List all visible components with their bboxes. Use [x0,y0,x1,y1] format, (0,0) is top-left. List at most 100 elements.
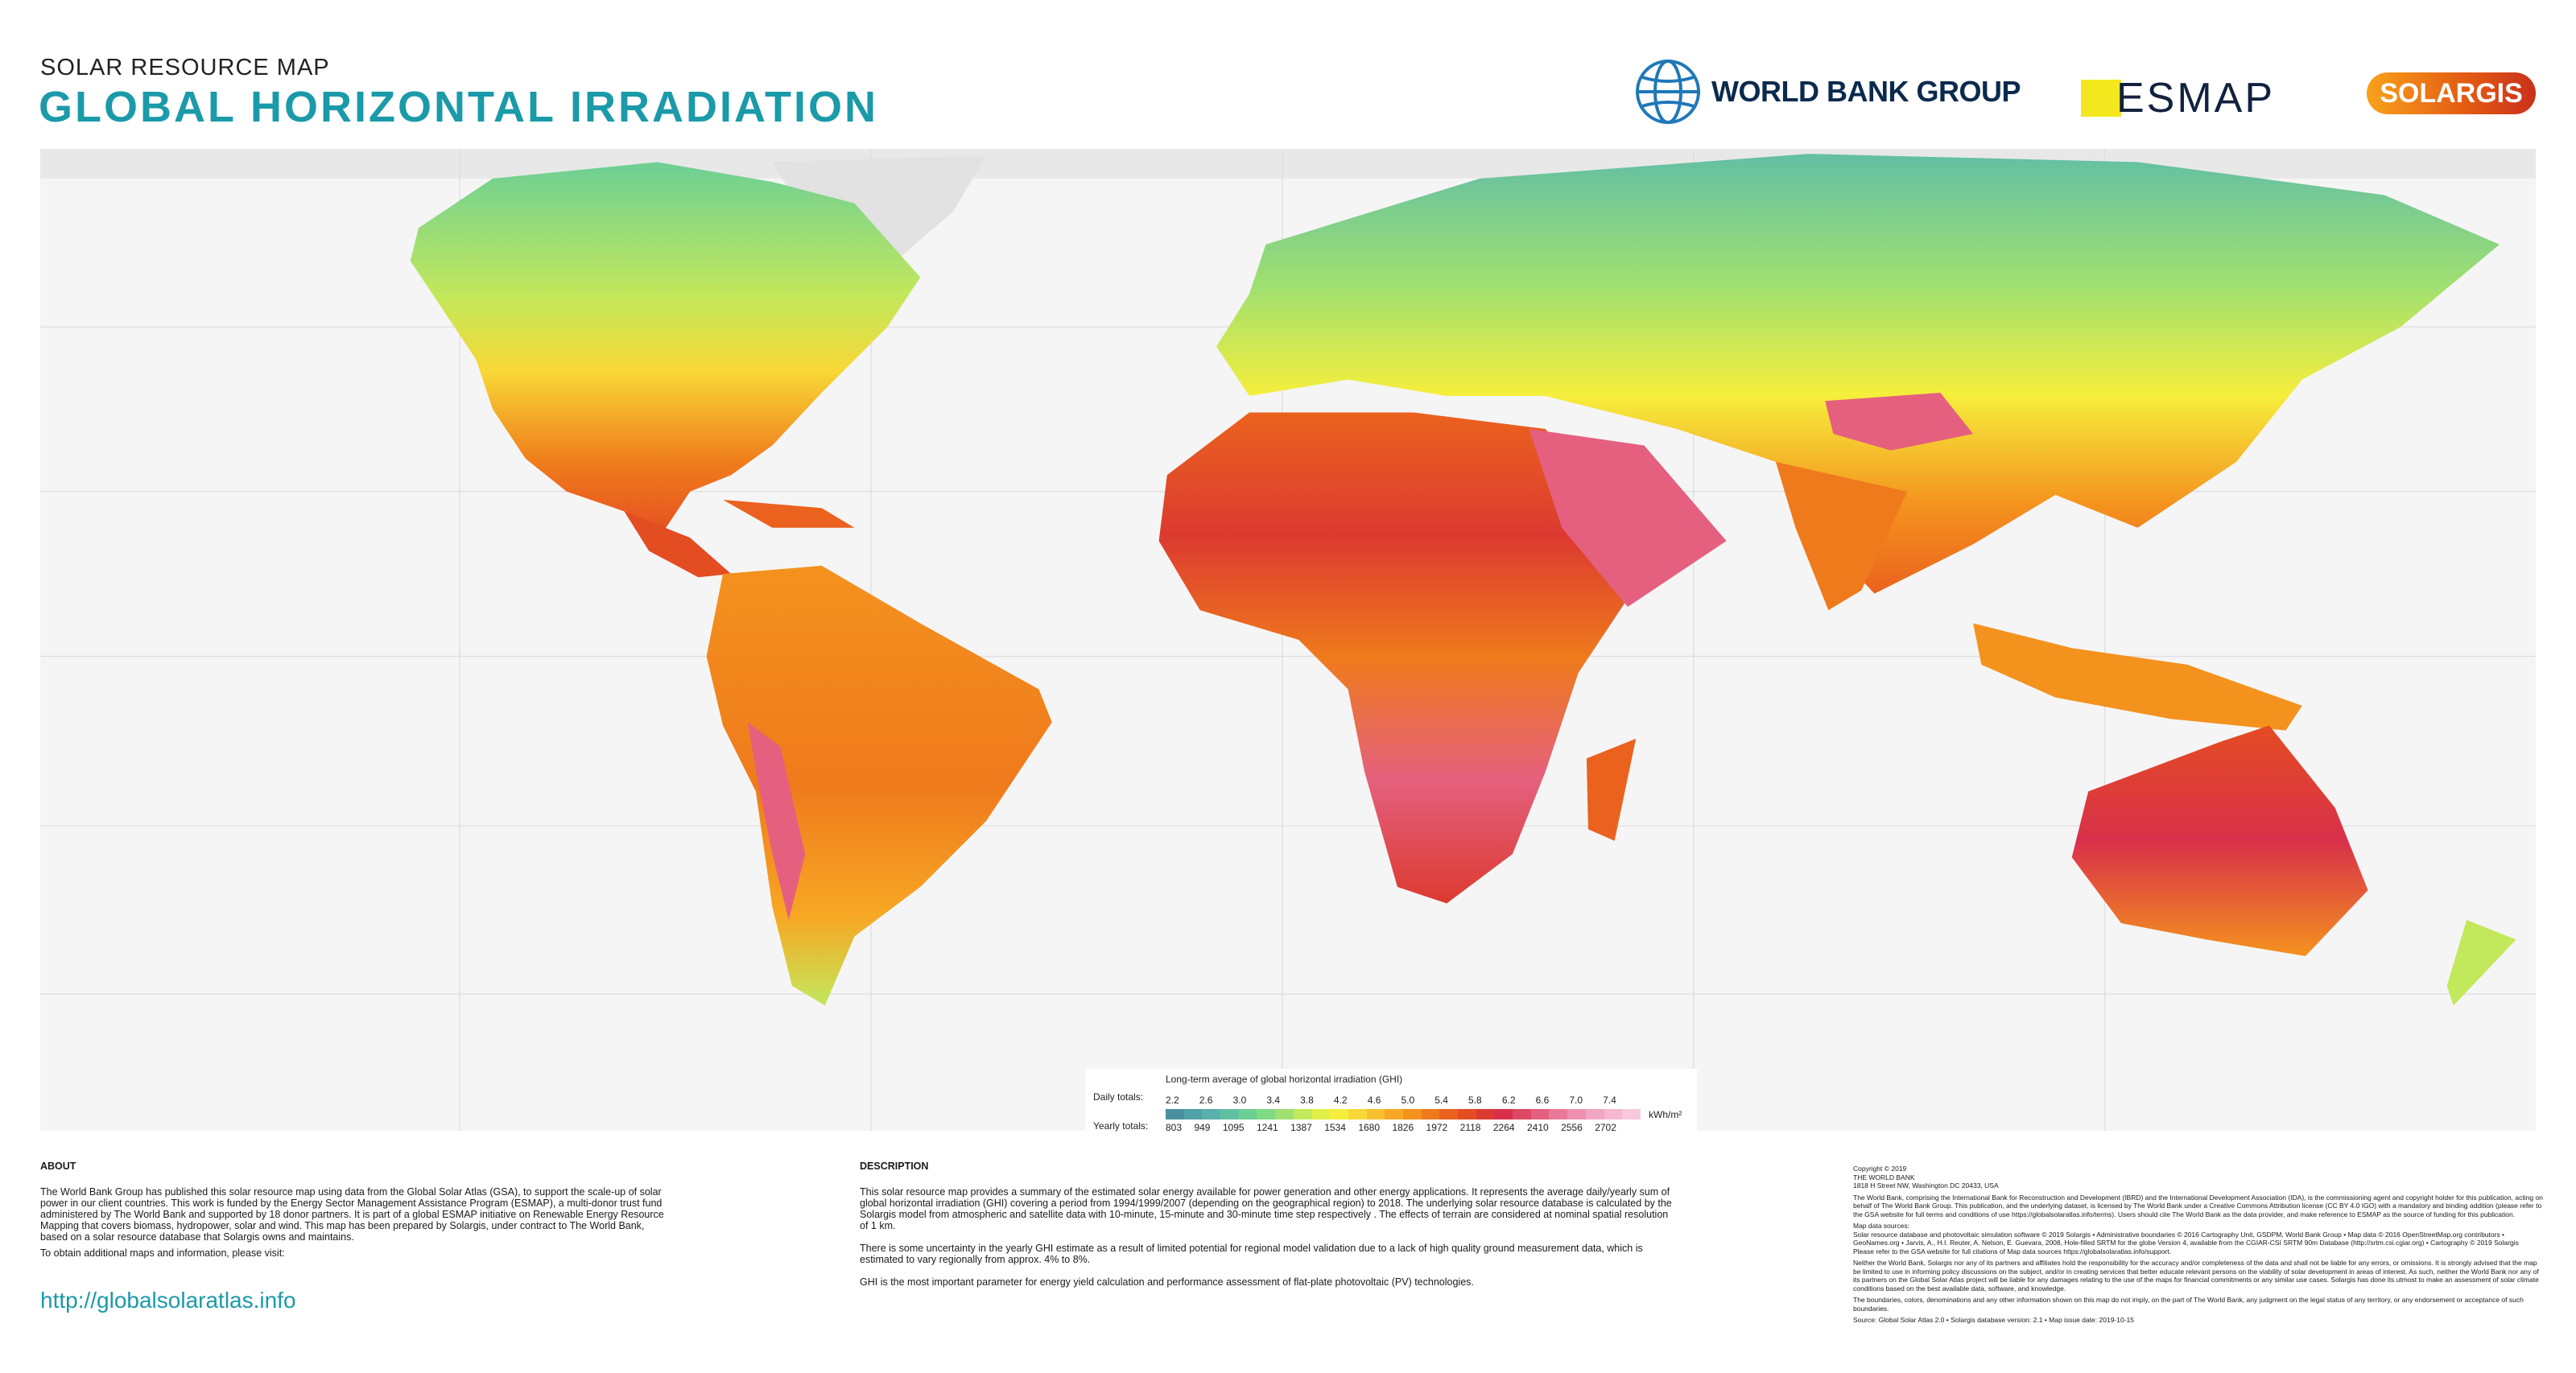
legend-unit: kWh/m² [1649,1109,1682,1120]
boundaries-note: The boundaries, colors, denominations an… [1853,1296,2524,1313]
yearly-tick-label: 2118 [1459,1122,1481,1133]
globe-icon [1636,60,1700,124]
daily-tick-label: 4.6 [1367,1095,1381,1106]
daily-tick-label: 6.2 [1501,1095,1516,1106]
daily-tick-label: 3.0 [1232,1095,1247,1106]
legend-swatch [1293,1109,1312,1119]
madagascar [1586,738,1637,841]
description-p1: This solar resource map provides a summa… [860,1186,1672,1231]
legend-swatch [1348,1109,1367,1119]
legend-swatch [1604,1109,1623,1119]
map-sources: Solar resource database and photovoltaic… [1853,1230,2519,1247]
esmap-wordmark: ESMAP [2116,75,2276,122]
yearly-tick-label: 2264 [1492,1122,1515,1133]
legend-swatch [1238,1109,1257,1119]
yearly-tick-label: 1095 [1222,1122,1245,1133]
legend-daily-ticks: 2.2 2.6 3.0 3.4 3.8 4.2 4.6 5.0 5.4 5.8 6.2 6.6 7.0 7… [1166,1095,1616,1106]
yearly-tick-label: 2702 [1595,1122,1616,1133]
description-p2: There is some uncertainty in the yearly … [860,1243,1643,1265]
yearly-tick-label: 1534 [1324,1122,1346,1133]
legend-swatch [1585,1109,1604,1119]
daily-tick-label: 5.0 [1401,1095,1415,1106]
about-heading: ABOUT [40,1161,76,1172]
north-america [410,162,921,542]
yearly-tick-label: 1680 [1358,1122,1381,1133]
legend-swatch [1183,1109,1203,1119]
map-title: GLOBAL HORIZONTAL IRRADIATION [39,83,878,131]
disclaimer: Neither the World Bank, Solargis nor any… [1853,1259,2539,1293]
copyright-org: THE WORLD BANK [1853,1173,1915,1181]
ghi-legend: Long-term average of global horizontal i… [1085,1069,1697,1135]
legend-swatch [1439,1109,1458,1119]
yearly-tick-label: 1826 [1392,1122,1414,1133]
legend-swatch [1202,1109,1221,1119]
legend-swatch [1494,1109,1513,1119]
daily-tick-label: 7.4 [1603,1095,1616,1106]
yearly-tick-label: 803 [1166,1122,1183,1133]
world-bank-wordmark: WORLD BANK GROUP [1711,75,2021,108]
daily-tick-label: 3.8 [1300,1095,1314,1106]
legend-swatch [1366,1109,1385,1119]
copyright-address: 1818 H Street NW, Washington DC 20433, U… [1853,1181,1999,1190]
southeast-asia-islands [1973,623,2302,731]
new-zealand [2446,919,2516,1006]
map-subtitle: SOLAR RESOURCE MAP [40,55,330,80]
legend-swatch [1622,1109,1641,1119]
about-visit: To obtain additional maps and informatio… [40,1247,285,1259]
yearly-tick-label: 1241 [1256,1122,1278,1133]
legend-color-bar [1166,1109,1641,1119]
source-line: Source: Global Solar Atlas 2.0 • Solargi… [1853,1316,2134,1324]
yearly-tick-label: 949 [1194,1122,1211,1133]
legend-swatch [1458,1109,1476,1119]
world-bank-logo: WORLD BANK GROUP [1634,58,2021,126]
esmap-logo: ESMAP [2081,74,2275,122]
central-america [624,511,732,578]
daily-tick-label: 6.6 [1535,1095,1550,1106]
description-heading: DESCRIPTION [860,1161,929,1172]
legend-yearly-ticks: 803 949 1095 1241 1387 1534 1680 1826 1972 2118 22… [1166,1122,1616,1133]
tibet-plateau [1825,392,1974,451]
description-section: DESCRIPTION This solar resource map prov… [860,1161,1673,1299]
global-solar-atlas-link[interactable]: http://globalsolaratlas.info [40,1288,296,1313]
legend-swatch [1402,1109,1422,1119]
description-p3: GHI is the most important parameter for … [860,1276,1474,1288]
legend-swatch [1385,1109,1403,1119]
africa [1158,412,1645,904]
map-sources-title: Map data sources: [1853,1222,1909,1230]
legend-swatch [1567,1109,1586,1119]
about-body: The World Bank Group has published this … [40,1186,664,1243]
yearly-tick-label: 1972 [1426,1122,1448,1133]
greenland [772,155,987,262]
legend-swatch [1549,1109,1568,1119]
yearly-tick-label: 2556 [1561,1122,1583,1133]
daily-tick-label: 7.0 [1569,1095,1583,1106]
legend-swatch [1275,1109,1294,1119]
ghi-world-map [40,149,2536,1131]
solargis-wordmark: SOLARGIS [2380,77,2523,109]
legend-swatch [1476,1109,1495,1119]
caribbean [723,500,855,528]
legend-swatch [1311,1109,1331,1119]
copyright-section: Copyright © 2019 THE WORLD BANK 1818 H S… [1853,1165,2545,1328]
legend-swatch [1220,1109,1239,1119]
daily-tick-label: 5.4 [1435,1095,1448,1106]
legend-yearly-label: Yearly totals: [1093,1120,1149,1132]
legend-swatch [1530,1109,1550,1119]
daily-tick-label: 2.6 [1199,1095,1213,1106]
arabian-peninsula [1529,428,1727,608]
andes-highlands [747,722,806,920]
map-sources-ref: Please refer to the GSA website for full… [1853,1247,2171,1255]
australia [2071,725,2368,957]
about-section: ABOUT The World Bank Group has published… [40,1161,668,1264]
yearly-tick-label: 1387 [1290,1122,1312,1133]
copyright-license: The World Bank, comprising the Internati… [1853,1193,2543,1218]
legend-swatch [1421,1109,1440,1119]
legend-swatch [1330,1109,1348,1119]
india [1775,461,1908,611]
legend-title: Long-term average of global horizontal i… [1166,1074,1403,1085]
eurasia [1216,154,2500,594]
daily-tick-label: 3.4 [1266,1095,1281,1106]
daily-tick-label: 5.8 [1468,1095,1482,1106]
copyright-line: Copyright © 2019 [1853,1165,1907,1173]
daily-tick-label: 2.2 [1166,1095,1179,1106]
